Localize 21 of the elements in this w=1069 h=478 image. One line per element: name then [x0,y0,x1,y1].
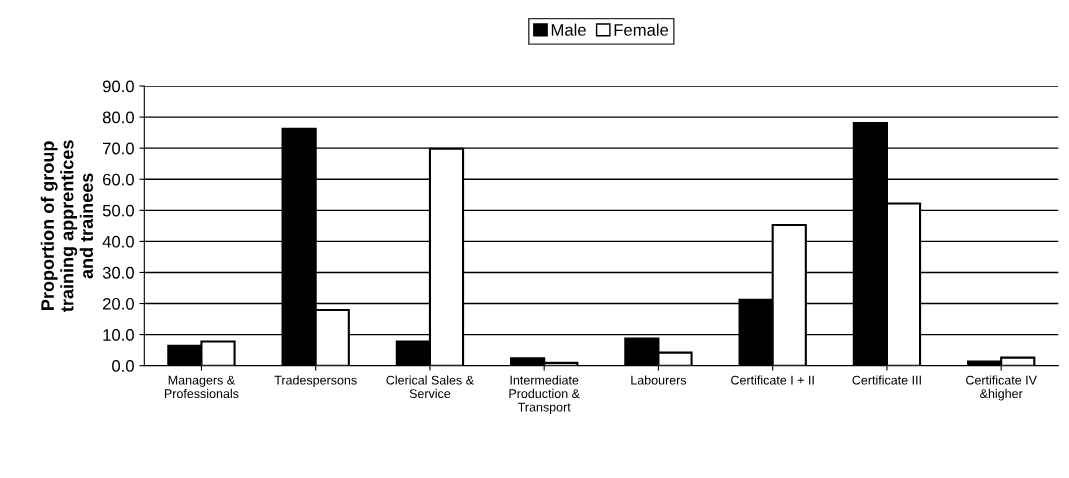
y-tick-label: 70.0 [103,142,134,155]
y-tick-label: 10.0 [103,329,134,341]
x-tick-label: Certificate I + II [731,375,814,385]
x-tick-label: Intermediate Production & Transport [509,375,580,414]
y-tick-label: 20.0 [103,297,134,310]
x-tick-label: Managers & Professionals [164,375,239,399]
y-tick-label: 90.0 [102,80,134,93]
x-tick-label: Certificate IV &higher [966,375,1037,401]
y-tick-label: 0.0 [112,360,134,372]
x-tick-label: Certificate III [852,375,921,385]
x-tick-label: Clerical Sales & Service [386,375,474,399]
legend-label: Male [551,23,586,36]
y-tick-label: 40.0 [102,235,134,248]
legend-label: Female [614,23,669,36]
y-tick-label: 50.0 [102,204,134,217]
x-tick-label: Tradespersons [274,375,357,388]
y-tick-label: 30.0 [102,266,134,279]
y-tick-label: 80.0 [102,111,134,124]
x-tick-label: Labourers [631,375,687,385]
y-tick-label: 60.0 [103,173,134,186]
y-axis-title: Proportion of group training apprentices and trainees [40,140,94,312]
